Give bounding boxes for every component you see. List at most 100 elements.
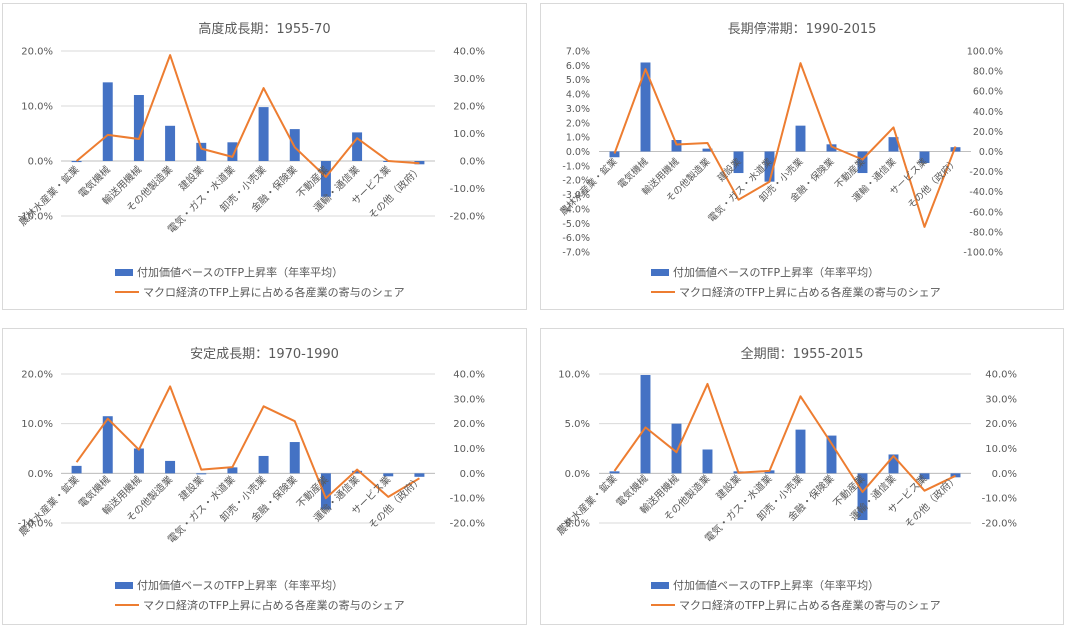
y-right-tick-label: 0.0% (460, 157, 485, 168)
bar (102, 416, 113, 474)
bar (857, 473, 868, 521)
series-line (75, 385, 420, 500)
bar (165, 125, 176, 161)
bar (702, 449, 713, 474)
chart-legend: 付加価値ベースのTFP上昇率（年率平均） マクロ経済のTFP上昇に占める各産業の… (651, 262, 1063, 302)
legend-bar-label: 付加価値ベースのTFP上昇率（年率平均） (137, 579, 344, 592)
legend-line-label: マクロ経済のTFP上昇に占める各産業の寄与のシェア (143, 286, 405, 299)
y-left-tick-label: 0.0% (28, 157, 53, 168)
bar (919, 151, 930, 163)
bar (826, 144, 837, 152)
legend-line-swatch (651, 604, 675, 606)
y-right-tick-label: -20.0% (450, 212, 485, 223)
y-right-tick-label: 0.0% (992, 469, 1017, 480)
y-right-tick-label: 0.0% (460, 469, 485, 480)
chart-panel: 長期停滞期：1990-2015 7.0% 6.0% 5.0% 4.0% 3.0% 2.0%… (540, 3, 1064, 310)
y-left-tick-label: 20.0% (21, 47, 53, 58)
bar (950, 473, 961, 478)
legend-item-line: マクロ経済のTFP上昇に占める各産業の寄与のシェア (115, 595, 526, 615)
y-right-tick-label: 40.0% (985, 370, 1017, 381)
chart-plot: 10.0% 5.0% 0.0% -5.0% 40.0% 30.0% 20.0% 10.0% 0.… (554, 370, 1017, 545)
legend-bar-label: 付加価値ベースのTFP上昇率（年率平均） (673, 266, 880, 279)
y-left-tick-label: 0.0% (28, 469, 53, 480)
y-left-tick-label: 10.0% (558, 370, 590, 381)
y-left-tick-label: 7.0% (566, 47, 590, 58)
legend-bar-swatch (115, 268, 133, 276)
legend-line-label: マクロ経済のTFP上昇に占める各産業の寄与のシェア (679, 599, 941, 612)
legend-bar-swatch (115, 581, 133, 589)
y-right-tick-label: -10.0% (450, 184, 485, 195)
bar (609, 471, 620, 474)
legend-line-swatch (115, 604, 139, 606)
bar (671, 423, 682, 474)
y-right-tick-label: -60.0% (969, 207, 1003, 218)
bar (289, 442, 300, 474)
bar (133, 448, 144, 474)
y-right-tick-label: 20.0% (973, 127, 1003, 138)
bar (919, 473, 930, 480)
bar (258, 455, 269, 474)
y-left-tick-label: -6.0% (562, 233, 590, 244)
y-left-tick-label: 3.0% (566, 104, 590, 115)
bar (165, 460, 176, 474)
bar (888, 454, 899, 474)
legend-item-bar: 付加価値ベースのTFP上昇率（年率平均） (651, 262, 1063, 282)
legend-item-bar: 付加価値ベースのTFP上昇率（年率平均） (115, 262, 526, 282)
y-left-tick-label: -4.0% (562, 204, 590, 215)
y-right-tick-label: -10.0% (450, 494, 485, 505)
bar (352, 132, 363, 161)
legend-line-swatch (651, 291, 675, 293)
bar (320, 473, 331, 510)
y-right-tick-label: 30.0% (453, 394, 485, 405)
chart-panel: 安定成長期：1970-1990 20.0% 10.0% 0.0% -10.0% 40.0… (2, 328, 527, 625)
bar (764, 151, 775, 182)
y-right-tick-label: 20.0% (453, 102, 485, 113)
legend-line-label: マクロ経済のTFP上昇に占める各産業の寄与のシェア (143, 599, 405, 612)
y-left-tick-label: 0.0% (565, 469, 590, 480)
y-left-tick-label: -3.0% (562, 190, 590, 201)
y-left-tick-label: 1.0% (566, 133, 590, 144)
legend-item-line: マクロ経済のTFP上昇に占める各産業の寄与のシェア (651, 595, 1063, 615)
chart-title: 長期停滞期：1990-2015 (727, 22, 877, 37)
y-left-tick-label: -10.0% (18, 519, 53, 530)
y-right-tick-label: 60.0% (973, 87, 1003, 98)
bar (414, 473, 425, 477)
bar (383, 473, 394, 477)
y-left-tick-label: 2.0% (566, 118, 590, 129)
series-line (613, 62, 957, 228)
legend-line-label: マクロ経済のTFP上昇に占める各産業の寄与のシェア (679, 286, 941, 299)
chart-plot: 7.0% 6.0% 5.0% 4.0% 3.0% 2.0% 1.0% 0.0% -1.0% -2.… (557, 47, 1003, 259)
chart-legend: 付加価値ベースのTFP上昇率（年率平均） マクロ経済のTFP上昇に占める各産業の… (115, 575, 526, 615)
bar (258, 107, 269, 161)
series-line (613, 382, 956, 493)
y-left-tick-label: 0.0% (566, 147, 590, 158)
bar (671, 140, 682, 152)
y-right-tick-label: -100.0% (963, 248, 1003, 259)
y-right-tick-label: 30.0% (453, 74, 485, 85)
y-left-tick-label: 20.0% (21, 370, 53, 381)
chart-panel: 全期間：1955-2015 10.0% 5.0% 0.0% -5.0% 40.0% 30.… (540, 328, 1064, 625)
bar (196, 473, 207, 475)
y-right-tick-label: -20.0% (969, 167, 1003, 178)
legend-item-line: マクロ経済のTFP上昇に占める各産業の寄与のシェア (651, 282, 1063, 302)
legend-bar-label: 付加価値ベースのTFP上昇率（年率平均） (673, 579, 880, 592)
bar (227, 142, 238, 161)
legend-item-bar: 付加価値ベースのTFP上昇率（年率平均） (651, 575, 1063, 595)
y-right-tick-label: -20.0% (982, 519, 1017, 530)
y-right-tick-label: 100.0% (967, 47, 1003, 58)
bar (640, 374, 651, 474)
bar (289, 129, 300, 161)
y-right-tick-label: -80.0% (969, 227, 1003, 238)
y-left-tick-label: 6.0% (566, 61, 590, 72)
y-left-tick-label: 5.0% (565, 419, 590, 430)
bar (227, 467, 238, 474)
y-right-tick-label: 40.0% (453, 47, 485, 58)
bar (609, 151, 620, 158)
y-right-tick-label: -20.0% (450, 519, 485, 530)
y-right-tick-label: 10.0% (453, 444, 485, 455)
y-left-tick-label: 10.0% (21, 419, 53, 430)
legend-bar-swatch (651, 268, 669, 276)
x-tick-label: その他（政府） (366, 163, 425, 222)
chart-title: 安定成長期：1970-1990 (190, 347, 339, 362)
y-right-tick-label: -40.0% (969, 187, 1003, 198)
